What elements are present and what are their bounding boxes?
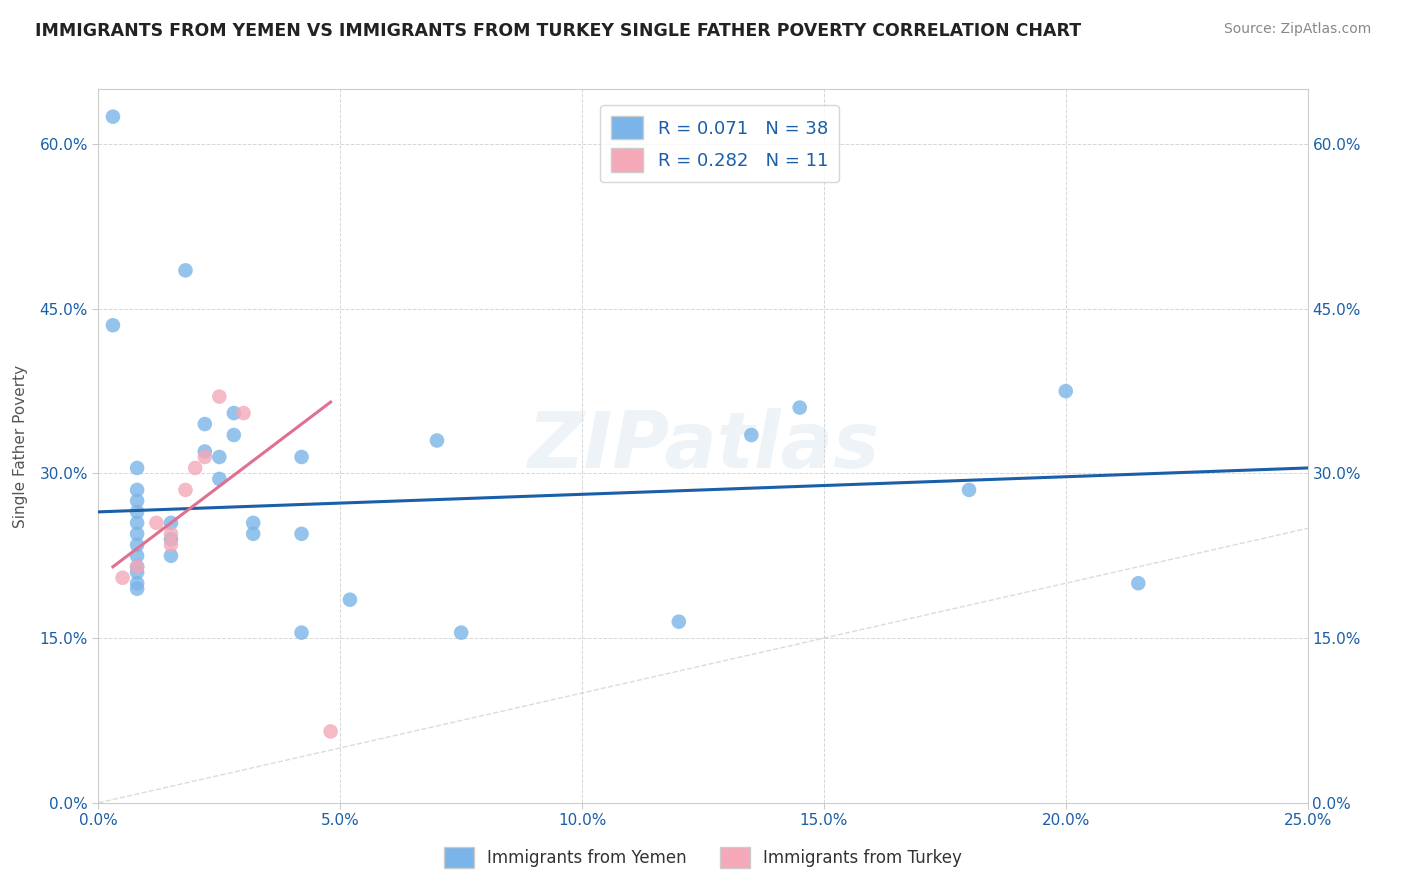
Point bbox=[145, 516, 167, 530]
Point bbox=[1054, 384, 1077, 398]
Point bbox=[957, 483, 980, 497]
Text: Source: ZipAtlas.com: Source: ZipAtlas.com bbox=[1223, 22, 1371, 37]
Point bbox=[127, 494, 149, 508]
Point bbox=[426, 434, 449, 448]
Point bbox=[450, 625, 472, 640]
Point bbox=[1128, 576, 1150, 591]
Point bbox=[160, 533, 183, 547]
Point bbox=[127, 516, 149, 530]
Point bbox=[101, 110, 124, 124]
Point bbox=[242, 516, 264, 530]
Point bbox=[127, 576, 149, 591]
Point bbox=[242, 526, 264, 541]
Text: ZIPatlas: ZIPatlas bbox=[527, 408, 879, 484]
Legend: R = 0.071   N = 38, R = 0.282   N = 11: R = 0.071 N = 38, R = 0.282 N = 11 bbox=[600, 105, 839, 183]
Point bbox=[174, 263, 197, 277]
Point bbox=[160, 549, 183, 563]
Point bbox=[111, 571, 134, 585]
Point bbox=[290, 526, 312, 541]
Point bbox=[339, 592, 361, 607]
Point bbox=[127, 526, 149, 541]
Point bbox=[208, 472, 231, 486]
Point bbox=[160, 538, 183, 552]
Point bbox=[194, 417, 217, 431]
Legend: Immigrants from Yemen, Immigrants from Turkey: Immigrants from Yemen, Immigrants from T… bbox=[437, 840, 969, 875]
Point bbox=[319, 724, 342, 739]
Point bbox=[232, 406, 254, 420]
Point bbox=[668, 615, 690, 629]
Point bbox=[127, 582, 149, 596]
Point bbox=[160, 526, 183, 541]
Point bbox=[127, 566, 149, 580]
Point bbox=[127, 461, 149, 475]
Point bbox=[184, 461, 207, 475]
Y-axis label: Single Father Poverty: Single Father Poverty bbox=[14, 365, 28, 527]
Point bbox=[222, 406, 245, 420]
Point bbox=[101, 318, 124, 333]
Point bbox=[789, 401, 811, 415]
Point bbox=[127, 559, 149, 574]
Point bbox=[127, 483, 149, 497]
Point bbox=[174, 483, 197, 497]
Point bbox=[127, 538, 149, 552]
Text: IMMIGRANTS FROM YEMEN VS IMMIGRANTS FROM TURKEY SINGLE FATHER POVERTY CORRELATIO: IMMIGRANTS FROM YEMEN VS IMMIGRANTS FROM… bbox=[35, 22, 1081, 40]
Point bbox=[208, 390, 231, 404]
Point bbox=[290, 625, 312, 640]
Point bbox=[127, 559, 149, 574]
Point bbox=[740, 428, 762, 442]
Point bbox=[127, 505, 149, 519]
Point bbox=[194, 444, 217, 458]
Point bbox=[290, 450, 312, 464]
Point bbox=[222, 428, 245, 442]
Point bbox=[208, 450, 231, 464]
Point bbox=[160, 516, 183, 530]
Point bbox=[194, 450, 217, 464]
Point bbox=[127, 549, 149, 563]
